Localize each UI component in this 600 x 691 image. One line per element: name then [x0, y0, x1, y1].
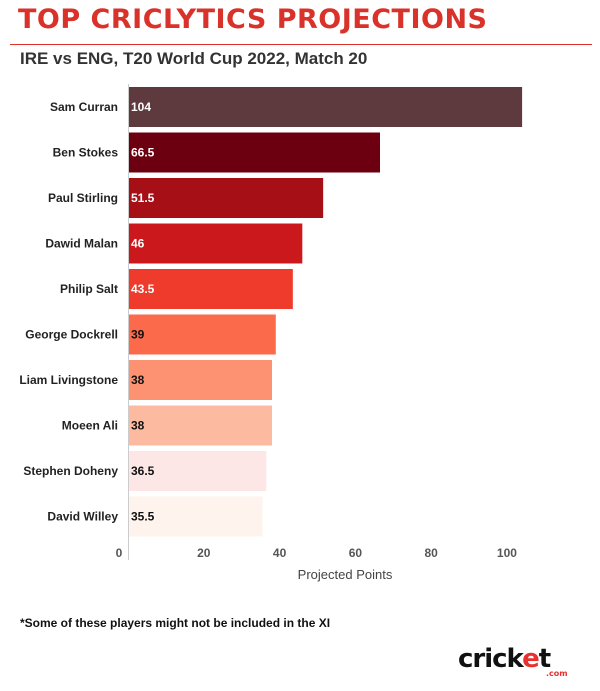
- data-label: 46: [131, 237, 145, 251]
- x-tick-label: 40: [273, 546, 287, 560]
- category-label: George Dockrell: [25, 328, 118, 342]
- x-axis-ticks: 0 20 40 60 80 100: [116, 546, 518, 560]
- chart-title: TOP CRICLYTICS PROJECTIONS: [18, 4, 488, 35]
- bar-row: Ben Stokes 66.5: [53, 132, 380, 173]
- category-label: Philip Salt: [60, 282, 118, 296]
- logo-wordmark: cricket: [458, 644, 551, 674]
- x-tick-label: 100: [497, 546, 517, 560]
- x-axis-label: Projected Points: [298, 567, 393, 582]
- bar: [128, 223, 303, 264]
- category-label: Moeen Ali: [62, 419, 118, 433]
- x-tick-label: 0: [116, 546, 123, 560]
- title-divider: [10, 44, 592, 45]
- bar: [128, 451, 267, 491]
- bar: [128, 178, 324, 218]
- category-label: Stephen Doheny: [23, 464, 118, 478]
- bars-group: Sam Curran 104 Ben Stokes 66.5 Paul Stirling…: [19, 87, 523, 537]
- bar: [128, 405, 272, 446]
- footnote: *Some of these players might not be incl…: [20, 616, 331, 630]
- data-label: 36.5: [131, 464, 155, 478]
- data-label: 38: [131, 419, 145, 433]
- bar: [128, 132, 380, 173]
- bar-chart: Sam Curran 104 Ben Stokes 66.5 Paul Stirling…: [19, 84, 523, 582]
- bar-row: George Dockrell 39: [25, 314, 276, 355]
- bar-row: Dawid Malan 46: [45, 223, 303, 264]
- bar: [128, 87, 523, 127]
- bar-row: Philip Salt 43.5: [60, 269, 293, 309]
- bar: [128, 496, 263, 537]
- bar-row: Paul Stirling 51.5: [48, 178, 324, 218]
- chart-subtitle: IRE vs ENG, T20 World Cup 2022, Match 20: [20, 49, 368, 68]
- logo-domain: .com: [546, 669, 568, 678]
- data-label: 43.5: [131, 282, 155, 296]
- category-label: Dawid Malan: [45, 237, 118, 251]
- category-label: Ben Stokes: [53, 146, 119, 160]
- category-label: Liam Livingstone: [19, 373, 118, 387]
- data-label: 35.5: [131, 510, 155, 524]
- bar: [128, 360, 272, 400]
- bar: [128, 314, 276, 355]
- x-tick-label: 60: [349, 546, 363, 560]
- bar-row: Sam Curran 104: [50, 87, 523, 127]
- bar: [128, 269, 293, 309]
- bar-row: Stephen Doheny 36.5: [23, 451, 267, 491]
- x-tick-label: 20: [197, 546, 211, 560]
- bar-row: David Willey 35.5: [47, 496, 263, 537]
- data-label: 104: [131, 100, 151, 114]
- x-tick-label: 80: [424, 546, 438, 560]
- bar-row: Moeen Ali 38: [62, 405, 272, 446]
- data-label: 39: [131, 328, 145, 342]
- data-label: 38: [131, 373, 145, 387]
- category-label: David Willey: [47, 510, 118, 524]
- data-label: 51.5: [131, 191, 155, 205]
- data-label: 66.5: [131, 146, 155, 160]
- category-label: Sam Curran: [50, 100, 118, 114]
- cricket-com-logo: cricket .com: [458, 644, 568, 678]
- bar-row: Liam Livingstone 38: [19, 360, 272, 400]
- category-label: Paul Stirling: [48, 191, 118, 205]
